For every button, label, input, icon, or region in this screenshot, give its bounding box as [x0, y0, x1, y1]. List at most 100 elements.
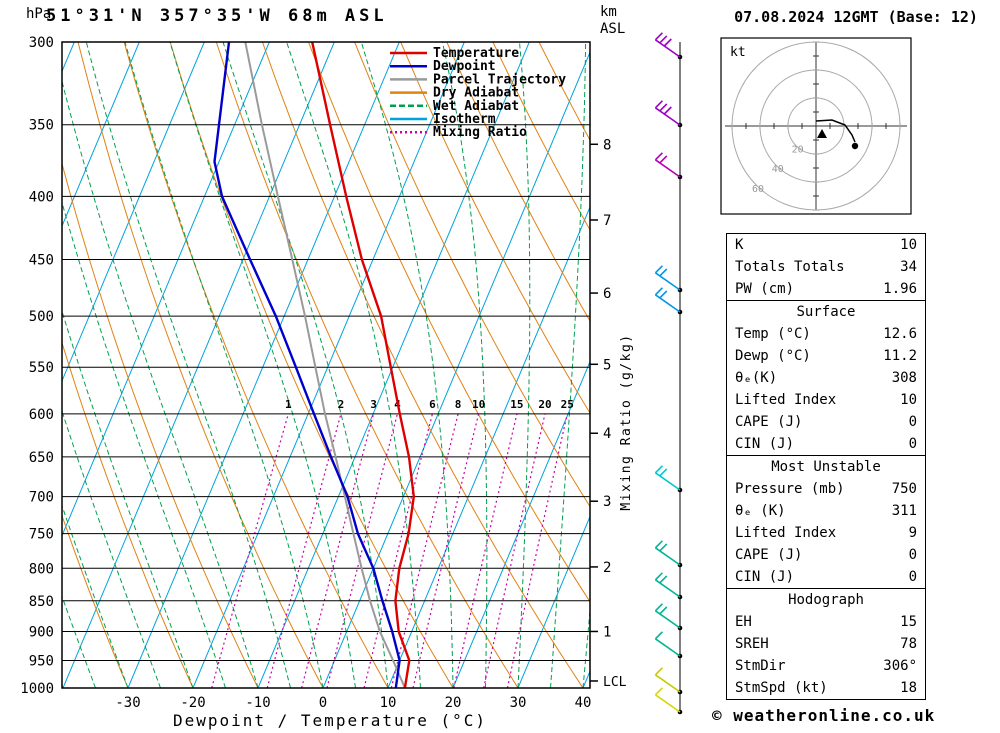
mixing-ratio-line — [412, 413, 480, 688]
table-row: StmSpd (kt) 18 — [727, 677, 925, 699]
wind-barb-tick — [654, 603, 663, 612]
wind-barb-tick — [659, 575, 668, 584]
mixing-ratio-axis-title: Mixing Ratio (g/kg) — [619, 333, 634, 510]
table-header: Surface — [796, 304, 856, 320]
wind-barb — [654, 674, 681, 693]
table-row: CIN (J) 0 — [727, 566, 925, 588]
isotherm-line — [257, 42, 530, 688]
legend-label: Temperature — [433, 46, 519, 61]
temp-tick-label: 0 — [319, 695, 327, 711]
legend-label: Mixing Ratio — [433, 125, 527, 140]
wind-barb — [654, 107, 681, 126]
table-row: θₑ (K) 311 — [727, 500, 925, 522]
isotherm-line — [452, 360, 590, 688]
pressure-tick-label: 350 — [29, 118, 54, 134]
row-label: EH — [735, 614, 752, 630]
mixing-ratio-value: 3 — [370, 398, 377, 411]
row-value: 0 — [908, 569, 917, 585]
pressure-tick-label: 550 — [29, 360, 54, 376]
legend-label: Dry Adiabat — [433, 86, 519, 101]
isotherm-line — [62, 42, 140, 228]
copyright: © weatheronline.co.uk — [712, 706, 936, 725]
wet-adiabat-line — [0, 42, 31, 688]
row-value: 10 — [900, 392, 917, 408]
isotherm-line — [387, 205, 590, 688]
stats-table: Most Unstable Pressure (mb) 750 θₑ (K) 311 Li… — [726, 455, 926, 589]
parcel-trajectory-curve — [244, 42, 406, 688]
table-row: θₑ(K) 308 — [727, 367, 925, 389]
wet-adiabat-line — [62, 309, 194, 688]
pressure-tick-label: 1000 — [20, 681, 54, 697]
row-value: 34 — [900, 259, 917, 275]
km-axis-title: ASL — [600, 21, 625, 37]
row-value: 0 — [908, 414, 917, 430]
temp-tick-label: 40 — [575, 695, 592, 711]
mixing-ratio-line — [390, 413, 459, 688]
row-value: 308 — [891, 370, 917, 386]
temperature-curve — [311, 42, 416, 688]
wet-adiabat-line — [441, 42, 488, 688]
wind-barb-tick — [654, 287, 663, 296]
mixing-ratio-value: 8 — [455, 398, 462, 411]
temp-tick-label: 10 — [380, 695, 397, 711]
pressure-axis-unit: hPa — [26, 6, 51, 22]
storm-motion-marker — [817, 129, 827, 138]
hodograph-plot: 20 40 60 kt — [720, 37, 912, 215]
mixing-ratio-value: 2 — [338, 398, 345, 411]
row-value: 750 — [891, 481, 917, 497]
stats-tables: K 10 Totals Totals 34 PW (cm) 1.96 Surface Temp… — [726, 233, 926, 700]
table-row: CAPE (J) 0 — [727, 544, 925, 566]
wind-barb-tick — [654, 465, 663, 474]
row-value: 1.96 — [883, 281, 917, 297]
lcl-label: LCL — [603, 675, 627, 690]
wet-adiabat-line — [517, 42, 531, 688]
hodograph-end-dot — [851, 142, 859, 150]
stats-table: Surface Temp (°C) 12.6 Dewp (°C) 11.2 θₑ(K) 30… — [726, 300, 926, 456]
mixing-ratio-value: 10 — [472, 398, 485, 411]
wind-barb — [654, 579, 681, 598]
row-value: 306° — [883, 658, 917, 674]
wind-barb-tick — [663, 38, 672, 47]
temp-tick-label: 30 — [510, 695, 527, 711]
wet-adiabat-line — [360, 42, 454, 688]
wind-barb — [654, 610, 681, 629]
page-title: 51°31'N 357°35'W 68m ASL — [46, 6, 388, 26]
temp-tick-label: 20 — [445, 695, 462, 711]
wind-barb-tick — [654, 152, 663, 161]
mixing-ratio-value: 6 — [429, 398, 436, 411]
wind-barb-tick — [654, 100, 663, 109]
mixing-ratio-line — [266, 413, 342, 688]
wet-adiabat-line — [222, 42, 389, 688]
row-value: 9 — [908, 525, 917, 541]
pressure-tick-label: 500 — [29, 309, 54, 325]
row-value: 78 — [900, 636, 917, 652]
pressure-tick-label: 700 — [29, 490, 54, 506]
wet-adiabat-line — [62, 504, 129, 688]
mixing-ratio-line — [363, 413, 433, 688]
isotherm-line — [192, 42, 465, 688]
dry-adiabat-line — [400, 42, 590, 415]
pressure-tick-label: 850 — [29, 594, 54, 610]
wind-barb-tick — [654, 631, 663, 640]
row-label: StmDir — [735, 658, 786, 674]
km-tick-label: 8 — [603, 137, 611, 153]
row-label: CIN (J) — [735, 436, 795, 452]
pressure-tick-label: 600 — [29, 407, 54, 423]
sounding-curves — [213, 42, 416, 688]
mixing-ratio-value: 15 — [510, 398, 523, 411]
dry-adiabat-line — [261, 42, 584, 688]
table-row: Pressure (mb) 750 — [727, 478, 925, 500]
hodograph-unit-label: kt — [730, 45, 746, 60]
legend-label: Parcel Trajectory — [433, 72, 566, 87]
wind-barb — [654, 39, 681, 58]
table-header: Hodograph — [788, 592, 864, 608]
wind-barb-tick — [659, 543, 668, 552]
wind-barb-tick — [659, 606, 668, 615]
pressure-tick-label: 800 — [29, 561, 54, 577]
table-row: K 10 — [727, 234, 925, 256]
wind-barb-column — [654, 32, 683, 715]
pressure-tick-label: 450 — [29, 253, 54, 269]
wind-barb-tick — [659, 155, 668, 164]
